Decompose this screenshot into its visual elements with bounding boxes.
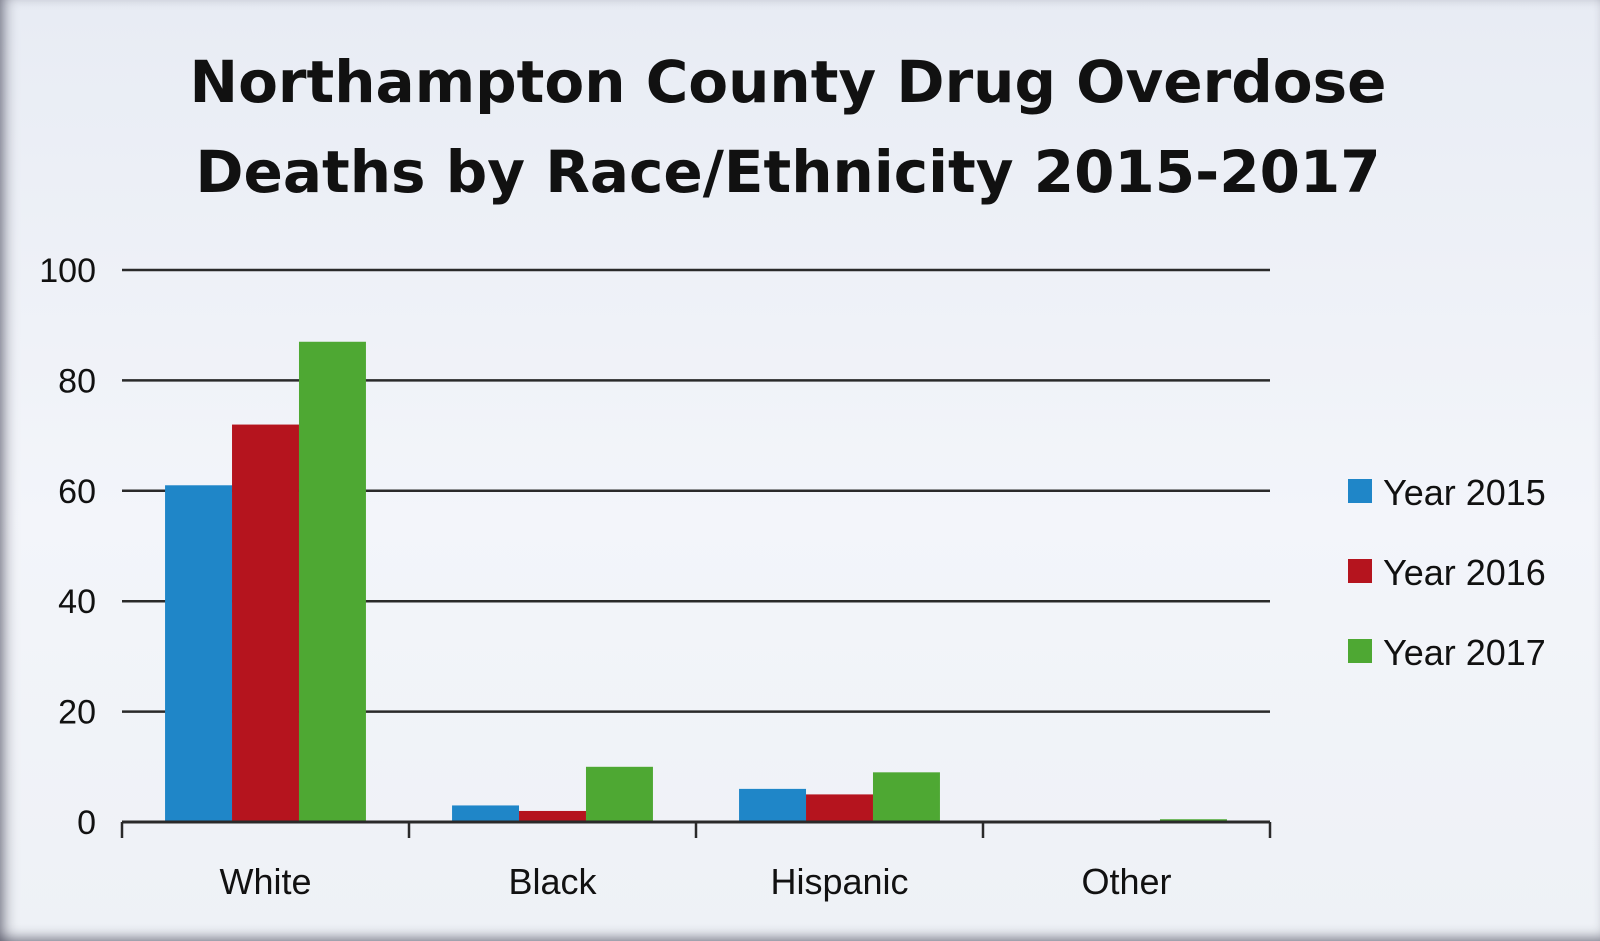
bar-hispanic-year-2016 — [806, 794, 873, 822]
x-category-label: Hispanic — [770, 861, 908, 902]
bar-white-year-2017 — [298, 341, 366, 822]
y-tick-label: 0 — [77, 804, 96, 842]
x-category-label: Other — [1081, 861, 1171, 902]
legend-swatch — [1348, 479, 1372, 503]
y-tick-label: 40 — [58, 583, 96, 621]
y-axis-tick-labels: 0 20 40 60 80 100 — [39, 252, 96, 842]
chart-title-line-1: Northampton County Drug Overdose — [190, 48, 1387, 116]
legend-label: Year 2017 — [1383, 632, 1546, 673]
bar-black-year-2017 — [585, 766, 653, 822]
x-category-label: White — [219, 861, 311, 902]
legend: Year 2015 Year 2016 Year 2017 — [1348, 472, 1546, 673]
bar-black-year-2016 — [519, 810, 586, 822]
bars — [165, 341, 1227, 822]
y-tick-label: 80 — [58, 362, 96, 400]
y-tick-label: 100 — [39, 252, 96, 290]
bar-hispanic-year-2017 — [872, 772, 940, 822]
legend-swatch — [1348, 559, 1372, 583]
bar-white-year-2016 — [232, 424, 299, 822]
y-tick-label: 20 — [58, 694, 96, 732]
legend-label: Year 2015 — [1383, 472, 1546, 513]
y-tick-label: 60 — [58, 473, 96, 511]
x-axis-category-labels: White Black Hispanic Other — [219, 861, 1171, 902]
legend-label: Year 2016 — [1383, 552, 1546, 593]
x-category-label: Black — [508, 861, 597, 902]
bar-black-year-2015 — [452, 805, 520, 822]
bar-hispanic-year-2015 — [739, 788, 807, 822]
legend-swatch — [1348, 639, 1372, 663]
chart-title-line-2: Deaths by Race/Ethnicity 2015-2017 — [195, 138, 1380, 206]
x-axis — [120, 820, 1272, 838]
bar-white-year-2015 — [165, 485, 233, 822]
